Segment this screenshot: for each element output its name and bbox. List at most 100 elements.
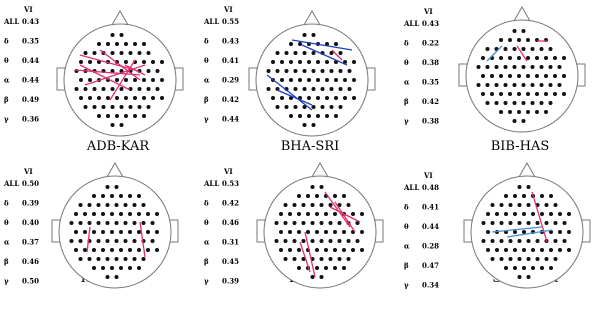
electrode: [324, 248, 328, 252]
electrode: [97, 114, 101, 118]
electrode: [79, 60, 83, 64]
electrode: [512, 101, 517, 105]
electrode: [320, 105, 325, 109]
electrode: [301, 221, 306, 225]
electrode: [485, 65, 490, 69]
electrode: [110, 212, 114, 216]
band-name: ALL: [3, 17, 19, 26]
electrode: [106, 96, 110, 100]
electrode: [486, 248, 490, 252]
electrode: [137, 105, 142, 109]
electrode: [513, 266, 517, 270]
electrode: [146, 248, 150, 252]
electrode: [274, 239, 279, 243]
electrode: [521, 29, 526, 33]
electrode: [499, 239, 504, 243]
electrode: [123, 221, 128, 225]
electrode: [494, 83, 499, 87]
vi-header: VI: [223, 167, 233, 176]
electrode: [101, 105, 106, 109]
electrode: [146, 51, 151, 55]
electrode: [325, 78, 329, 82]
electrode: [132, 239, 137, 243]
band-name: γ: [4, 277, 9, 286]
electrode: [535, 56, 539, 60]
electrode: [499, 56, 503, 60]
electrode: [124, 42, 128, 46]
band-name: β: [404, 97, 409, 106]
electrode: [101, 212, 105, 216]
electrode: [499, 203, 504, 207]
electrode: [334, 42, 338, 46]
electrode: [83, 105, 88, 109]
electrode: [266, 87, 271, 91]
electrode: [337, 221, 342, 225]
band-name: α: [4, 238, 10, 247]
band-name: ALL: [203, 17, 219, 26]
electrode: [526, 110, 530, 114]
electrode: [83, 212, 87, 216]
electrode: [504, 248, 508, 252]
electrode: [141, 257, 146, 261]
electrode: [284, 105, 289, 109]
electrode: [114, 239, 119, 243]
electrode: [490, 257, 495, 261]
electrode: [298, 42, 302, 46]
electrode: [333, 230, 337, 234]
electrode: [78, 239, 83, 243]
band-value: 0.35: [422, 78, 439, 87]
electrode: [151, 96, 155, 100]
electrode: [124, 96, 128, 100]
electrode: [512, 47, 517, 51]
electrode: [490, 203, 495, 207]
electrode: [557, 65, 562, 69]
electrode: [517, 239, 522, 243]
electrode: [155, 87, 160, 91]
electrode: [548, 83, 553, 87]
band-value: 0.50: [22, 179, 39, 188]
electrode: [319, 257, 324, 261]
electrode: [119, 230, 123, 234]
electrode: [83, 51, 88, 55]
electrode: [266, 69, 271, 73]
electrode: [567, 212, 571, 216]
electrode: [302, 105, 307, 109]
connection: [304, 231, 316, 278]
electrode: [92, 194, 96, 198]
electrode: [548, 65, 553, 69]
electrode: [271, 96, 275, 100]
electrode: [526, 38, 530, 42]
electrode: [315, 212, 319, 216]
electrode: [106, 114, 110, 118]
electrode: [123, 239, 128, 243]
electrode: [513, 212, 517, 216]
electrode: [128, 212, 132, 216]
band-value: 0.48: [422, 183, 439, 192]
electrode: [508, 110, 512, 114]
electrode: [301, 203, 306, 207]
band-name: θ: [4, 218, 9, 227]
electrode: [306, 212, 310, 216]
electrode: [558, 212, 562, 216]
band-value: 0.43: [222, 37, 239, 46]
electrode: [512, 65, 517, 69]
electrode: [142, 78, 146, 82]
electrode: [549, 194, 553, 198]
electrode: [333, 248, 337, 252]
electrode: [146, 105, 151, 109]
electrode: [146, 69, 151, 73]
electrode: [526, 221, 531, 225]
band-name: β: [204, 257, 209, 266]
electrode: [311, 87, 316, 91]
electrode: [310, 275, 315, 279]
band-name: α: [4, 76, 10, 85]
electrode: [307, 60, 311, 64]
electrode: [325, 114, 329, 118]
connection: [276, 89, 313, 106]
electrode: [343, 96, 347, 100]
electrode: [334, 78, 338, 82]
electrode: [132, 221, 137, 225]
electrode: [337, 203, 342, 207]
electrode: [522, 212, 526, 216]
electrode: [292, 257, 297, 261]
